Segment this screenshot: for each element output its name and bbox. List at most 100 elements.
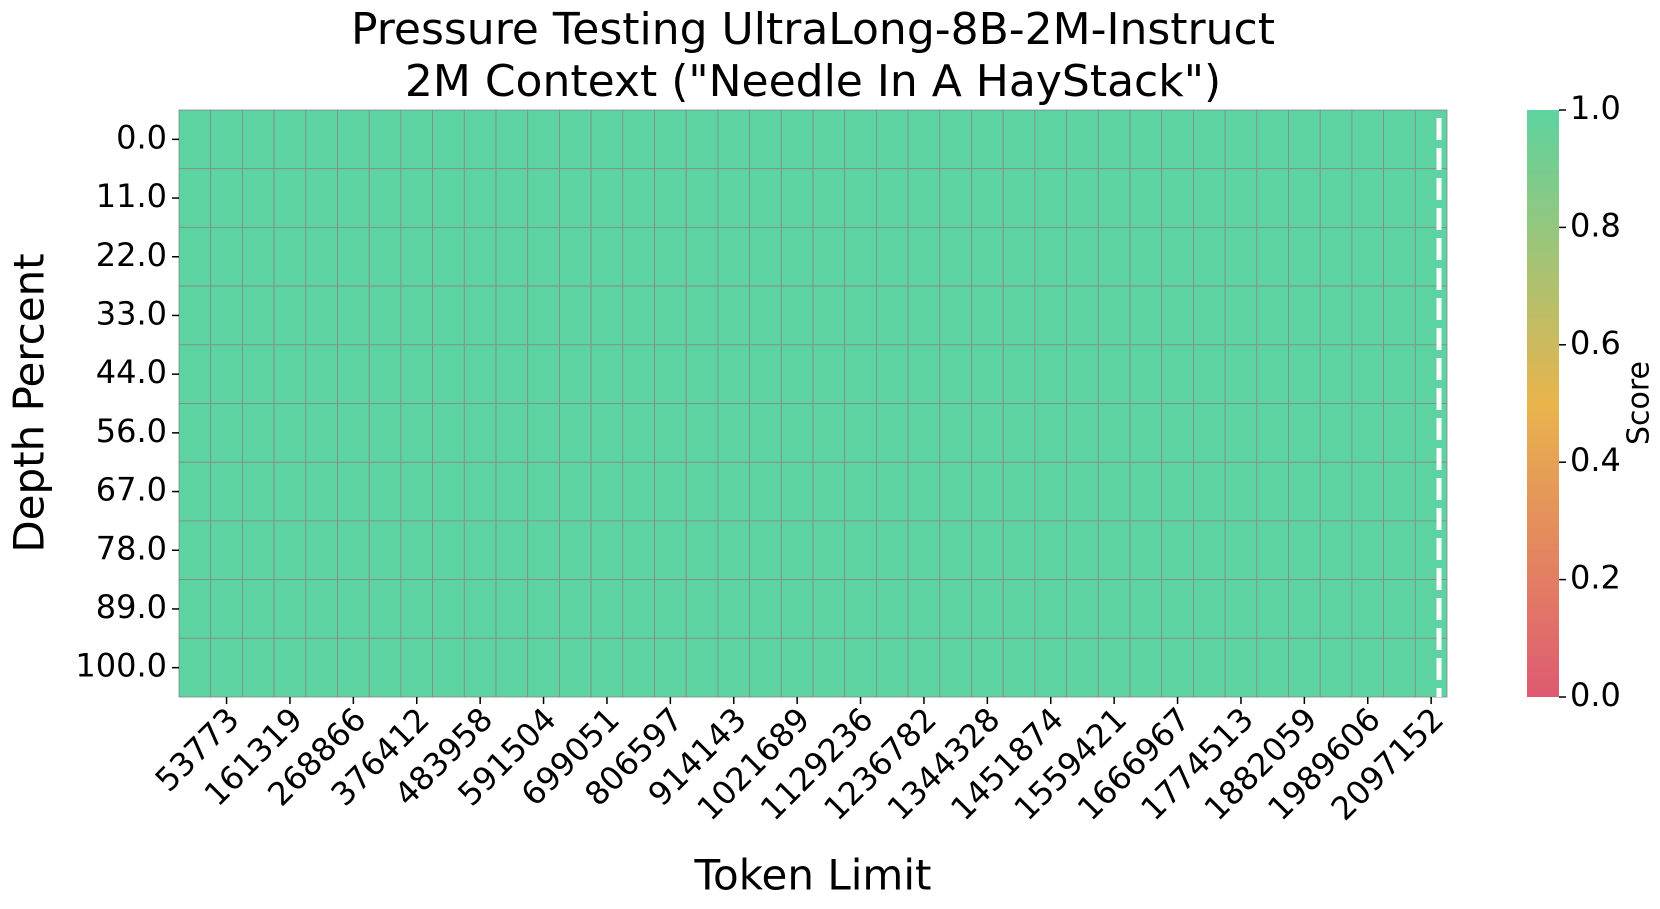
heatmap-cell — [1288, 579, 1321, 639]
heatmap-cell — [210, 344, 243, 404]
heatmap-cell — [495, 579, 529, 639]
heatmap-cell — [844, 520, 877, 581]
heatmap-cell — [749, 226, 782, 287]
heatmap-cell — [432, 109, 465, 170]
heatmap-cell — [210, 109, 243, 170]
heatmap-cell — [876, 403, 909, 463]
heatmap-cell — [400, 226, 433, 287]
heatmap-cell — [717, 637, 751, 698]
heatmap-cell — [495, 520, 529, 581]
heatmap-cell — [717, 226, 751, 287]
heatmap-cell — [273, 285, 307, 346]
heatmap-cell — [495, 461, 529, 522]
heatmap-cell — [622, 461, 655, 522]
heatmap-cell — [1319, 226, 1353, 287]
heatmap-cell — [527, 403, 560, 463]
colorbar-tick-label: 0.4 — [1570, 441, 1621, 479]
heatmap-cell — [590, 579, 624, 639]
heatmap-cell — [1256, 226, 1289, 287]
heatmap-cell — [971, 285, 1004, 346]
heatmap-cell — [432, 285, 465, 346]
heatmap-cell — [337, 285, 370, 346]
chart-subtitle: 2M Context ("Needle In A HayStack") — [405, 56, 1221, 107]
heatmap-cell — [1129, 579, 1163, 639]
heatmap-cell — [1034, 520, 1068, 581]
heatmap-cell — [1319, 168, 1353, 228]
heatmap-cell — [780, 109, 814, 170]
heatmap-cell — [400, 520, 433, 581]
heatmap-cell — [400, 579, 433, 639]
heatmap-cell — [1319, 579, 1353, 639]
heatmap-cell — [463, 520, 497, 581]
heatmap-cell — [1256, 285, 1289, 346]
heatmap-cell — [178, 461, 212, 522]
heatmap-cell — [717, 285, 751, 346]
heatmap-cell — [273, 461, 307, 522]
y-tick-label: 78.0 — [96, 529, 167, 567]
heatmap-cell — [812, 168, 846, 228]
heatmap-cell — [971, 461, 1004, 522]
heatmap-cell — [273, 520, 307, 581]
heatmap-cell — [907, 403, 941, 463]
heatmap-cell — [654, 403, 687, 463]
heatmap-cell — [907, 637, 941, 698]
heatmap-cell — [1351, 403, 1385, 463]
heatmap-cell — [1066, 403, 1099, 463]
heatmap-cell — [907, 579, 941, 639]
heatmap-cell — [527, 520, 560, 581]
heatmap-cell — [780, 226, 814, 287]
heatmap-cell — [1129, 461, 1163, 522]
heatmap-cell — [241, 344, 275, 404]
heatmap-cell — [717, 520, 751, 581]
heatmap-cell — [495, 637, 529, 698]
heatmap-cell — [844, 637, 877, 698]
heatmap-cell — [1002, 168, 1036, 228]
heatmap-cell — [495, 403, 529, 463]
heatmap-cell — [1288, 520, 1321, 581]
heatmap-cell — [527, 109, 560, 170]
heatmap-cell — [971, 579, 1004, 639]
heatmap-cell — [939, 168, 972, 228]
heatmap-cell — [685, 109, 719, 170]
heatmap-cell — [876, 461, 909, 522]
heatmap-cell — [305, 520, 338, 581]
heatmap-cell — [1193, 285, 1226, 346]
heatmap-cell — [1224, 285, 1258, 346]
heatmap-cell — [1193, 168, 1226, 228]
heatmap-cell — [1161, 168, 1194, 228]
heatmap-cell — [1351, 579, 1385, 639]
heatmap-cell — [1256, 109, 1289, 170]
heatmap-cell — [622, 285, 655, 346]
heatmap-cell — [305, 226, 338, 287]
heatmap-cell — [337, 579, 370, 639]
heatmap-cell — [971, 344, 1004, 404]
heatmap-cell — [1066, 461, 1099, 522]
colorbar-tick-label: 0.6 — [1570, 324, 1621, 362]
heatmap-cell — [1066, 285, 1099, 346]
y-tick-label: 56.0 — [96, 412, 167, 450]
chart-title: Pressure Testing UltraLong-8B-2M-Instruc… — [351, 4, 1275, 55]
heatmap-cell — [400, 344, 433, 404]
heatmap-cell — [971, 168, 1004, 228]
heatmap-cell — [590, 344, 624, 404]
heatmap-cell — [1193, 109, 1226, 170]
heatmap-cell — [749, 109, 782, 170]
heatmap-cell — [273, 637, 307, 698]
heatmap-cell — [432, 461, 465, 522]
heatmap-cell — [590, 637, 624, 698]
heatmap-cell — [971, 403, 1004, 463]
heatmap-cell — [907, 168, 941, 228]
heatmap-cell — [1256, 520, 1289, 581]
heatmap-cell — [876, 344, 909, 404]
heatmap-cell — [654, 344, 687, 404]
heatmap-cell — [527, 285, 560, 346]
heatmap-cell — [1193, 344, 1226, 404]
heatmap-cell — [1414, 520, 1448, 581]
heatmap-cell — [1288, 109, 1321, 170]
heatmap-cell — [463, 403, 497, 463]
heatmap-cell — [1256, 403, 1289, 463]
heatmap-cell — [685, 226, 719, 287]
heatmap-cell — [622, 579, 655, 639]
heatmap-cell — [400, 403, 433, 463]
